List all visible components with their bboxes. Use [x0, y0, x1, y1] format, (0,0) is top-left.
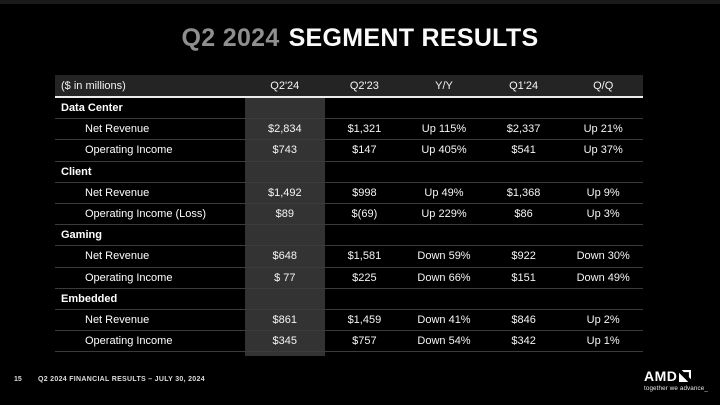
cell-qq: Down 49% — [576, 271, 630, 284]
cell-q124: $541 — [511, 144, 536, 157]
segment-results-table: ($ in millions) Q2'24 Q2'23 Y/Y Q1'24 Q/… — [55, 75, 643, 356]
cell-q124: $151 — [511, 271, 536, 284]
cell-q224: $1,492 — [267, 186, 302, 199]
page-number: 15 — [14, 376, 22, 383]
row-label: Net Revenue — [85, 123, 150, 136]
cell-qq: Down 30% — [576, 250, 630, 263]
cell-qq: Up 1% — [586, 335, 620, 348]
cell-yy: Down 59% — [417, 250, 471, 263]
cell-q124: $86 — [514, 208, 533, 221]
cell-q223: $1,321 — [347, 123, 382, 136]
cell-qq: Up 3% — [586, 208, 620, 221]
column-header-millions: ($ in millions) — [61, 79, 126, 92]
row-label: Operating Income — [85, 271, 173, 284]
column-header-q223: Q2'23 — [349, 79, 379, 92]
cell-yy: Down 54% — [417, 335, 471, 348]
cell-yy: Up 229% — [421, 208, 467, 221]
table-row: Net Revenue $1,492 $998 Up 49% $1,368 Up… — [55, 183, 643, 204]
amd-logo-text: AMD — [644, 368, 678, 384]
section-name: Data Center — [61, 102, 123, 115]
cell-yy: Down 66% — [417, 271, 471, 284]
title-quarter: Q2 2024 — [181, 24, 280, 52]
cell-q223: $1,581 — [347, 250, 382, 263]
cell-q224: $2,834 — [267, 123, 302, 136]
cell-q224: $648 — [272, 250, 298, 263]
cell-q223: $147 — [352, 144, 377, 157]
cell-q224: $345 — [272, 335, 298, 348]
table-row: Net Revenue $648 $1,581 Down 59% $922 Do… — [55, 246, 643, 268]
section-name: Gaming — [61, 229, 102, 242]
row-label: Net Revenue — [85, 313, 150, 326]
amd-tagline: together we advance_ — [644, 385, 708, 392]
section-name: Client — [61, 165, 92, 178]
cell-qq: Up 21% — [583, 123, 623, 136]
footer-text: Q2 2024 FINANCIAL RESULTS – JULY 30, 202… — [38, 376, 205, 383]
table-row: Net Revenue $861 $1,459 Down 41% $846 Up… — [55, 310, 643, 332]
table-row: Operating Income $ 77 $225 Down 66% $151… — [55, 268, 643, 289]
cell-yy: Up 49% — [424, 186, 464, 199]
top-edge-strip — [0, 0, 720, 4]
cell-q223: $998 — [352, 186, 377, 199]
cell-yy: Down 41% — [417, 313, 471, 326]
table-row: Operating Income $345 $757 Down 54% $342… — [55, 331, 643, 353]
section-header-data-center: Data Center — [55, 98, 643, 120]
row-label: Operating Income — [85, 144, 173, 157]
amd-arrow-icon — [679, 370, 692, 382]
row-label: Operating Income (Loss) — [85, 208, 207, 221]
cell-q124: $1,368 — [506, 186, 541, 199]
cell-yy: Up 115% — [421, 123, 467, 136]
table-row: Operating Income (Loss) $89 $(69) Up 229… — [55, 204, 643, 226]
section-header-client: Client — [55, 162, 643, 183]
cell-q224: $743 — [272, 144, 298, 157]
cell-q224: $89 — [275, 208, 294, 221]
cell-q124: $846 — [511, 313, 536, 326]
cell-q124: $2,337 — [506, 123, 541, 136]
cell-q124: $922 — [511, 250, 536, 263]
column-header-yy: Y/Y — [435, 79, 453, 92]
section-header-gaming: Gaming — [55, 225, 643, 247]
table-row: Operating Income $743 $147 Up 405% $541 … — [55, 140, 643, 162]
cell-q223: $(69) — [351, 208, 378, 221]
row-label: Net Revenue — [85, 186, 150, 199]
amd-logo: AMD together we advance_ — [644, 369, 708, 392]
cell-q224: $861 — [272, 313, 298, 326]
cell-qq: Up 37% — [583, 144, 623, 157]
cell-qq: Up 9% — [586, 186, 620, 199]
cell-q224: $ 77 — [274, 271, 296, 284]
section-header-embedded: Embedded — [55, 289, 643, 310]
column-header-q124: Q1'24 — [509, 79, 539, 92]
page-title: Q2 2024 SEGMENT RESULTS — [0, 24, 720, 53]
row-label: Net Revenue — [85, 250, 150, 263]
cell-yy: Up 405% — [421, 144, 467, 157]
table-row: Net Revenue $2,834 $1,321 Up 115% $2,337… — [55, 119, 643, 141]
column-header-qq: Q/Q — [593, 79, 614, 92]
column-header-q224: Q2'24 — [270, 79, 300, 92]
row-label: Operating Income — [85, 335, 173, 348]
cell-q223: $757 — [352, 335, 377, 348]
q224-highlight-band — [245, 98, 325, 356]
title-main: SEGMENT RESULTS — [288, 24, 539, 52]
cell-q223: $1,459 — [347, 313, 382, 326]
cell-qq: Up 2% — [586, 313, 620, 326]
cell-q223: $225 — [352, 271, 377, 284]
cell-q124: $342 — [511, 335, 536, 348]
section-name: Embedded — [61, 292, 118, 305]
table-header-row: ($ in millions) Q2'24 Q2'23 Y/Y Q1'24 Q/… — [55, 75, 643, 98]
